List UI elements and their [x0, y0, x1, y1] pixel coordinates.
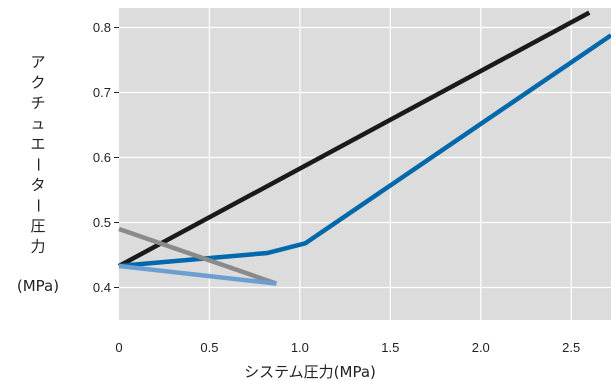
y-axis-label-char: ュ [30, 115, 45, 133]
y-axis-label-char: ア [30, 53, 45, 71]
y-axis-label-char: チ [30, 94, 45, 112]
series-line-2 [118, 33, 611, 269]
grid-lines [119, 8, 611, 320]
plot-background [119, 8, 611, 320]
series-line-1 [117, 10, 591, 268]
x-tick-label: 0.5 [200, 340, 218, 355]
y-axis-label-char: 圧 [30, 217, 45, 235]
y-axis-label-char: ー [29, 198, 47, 213]
x-axis: 0 0.5 1.0 1.5 2.0 2.5 [115, 340, 580, 355]
x-tick-label: 2.5 [562, 340, 580, 355]
x-tick-label: 1.5 [381, 340, 399, 355]
y-axis-label-char: エ [30, 135, 45, 153]
y-axis: 0.4 0.5 0.6 0.7 0.8 [93, 20, 119, 295]
x-tick-label: 2.0 [472, 340, 490, 355]
y-tick-label: 0.7 [93, 85, 111, 100]
y-axis-label-char: ー [29, 157, 47, 172]
x-tick-label: 0 [115, 340, 122, 355]
x-tick-label: 1.0 [291, 340, 309, 355]
x-axis-label: システム圧力(MPa) [244, 363, 376, 381]
y-axis-unit-label: (MPa) [17, 277, 59, 295]
y-axis-label-char: タ [30, 176, 45, 194]
series-line-4 [118, 263, 277, 286]
series-line-3 [118, 226, 278, 286]
y-tick-label: 0.4 [93, 280, 111, 295]
y-axis-label-char: 力 [30, 238, 45, 256]
y-axis-label-char: ク [30, 74, 45, 92]
series-lines [117, 10, 611, 286]
y-tick-label: 0.6 [93, 150, 111, 165]
y-tick-label: 0.8 [93, 20, 111, 35]
y-tick-label: 0.5 [93, 215, 111, 230]
